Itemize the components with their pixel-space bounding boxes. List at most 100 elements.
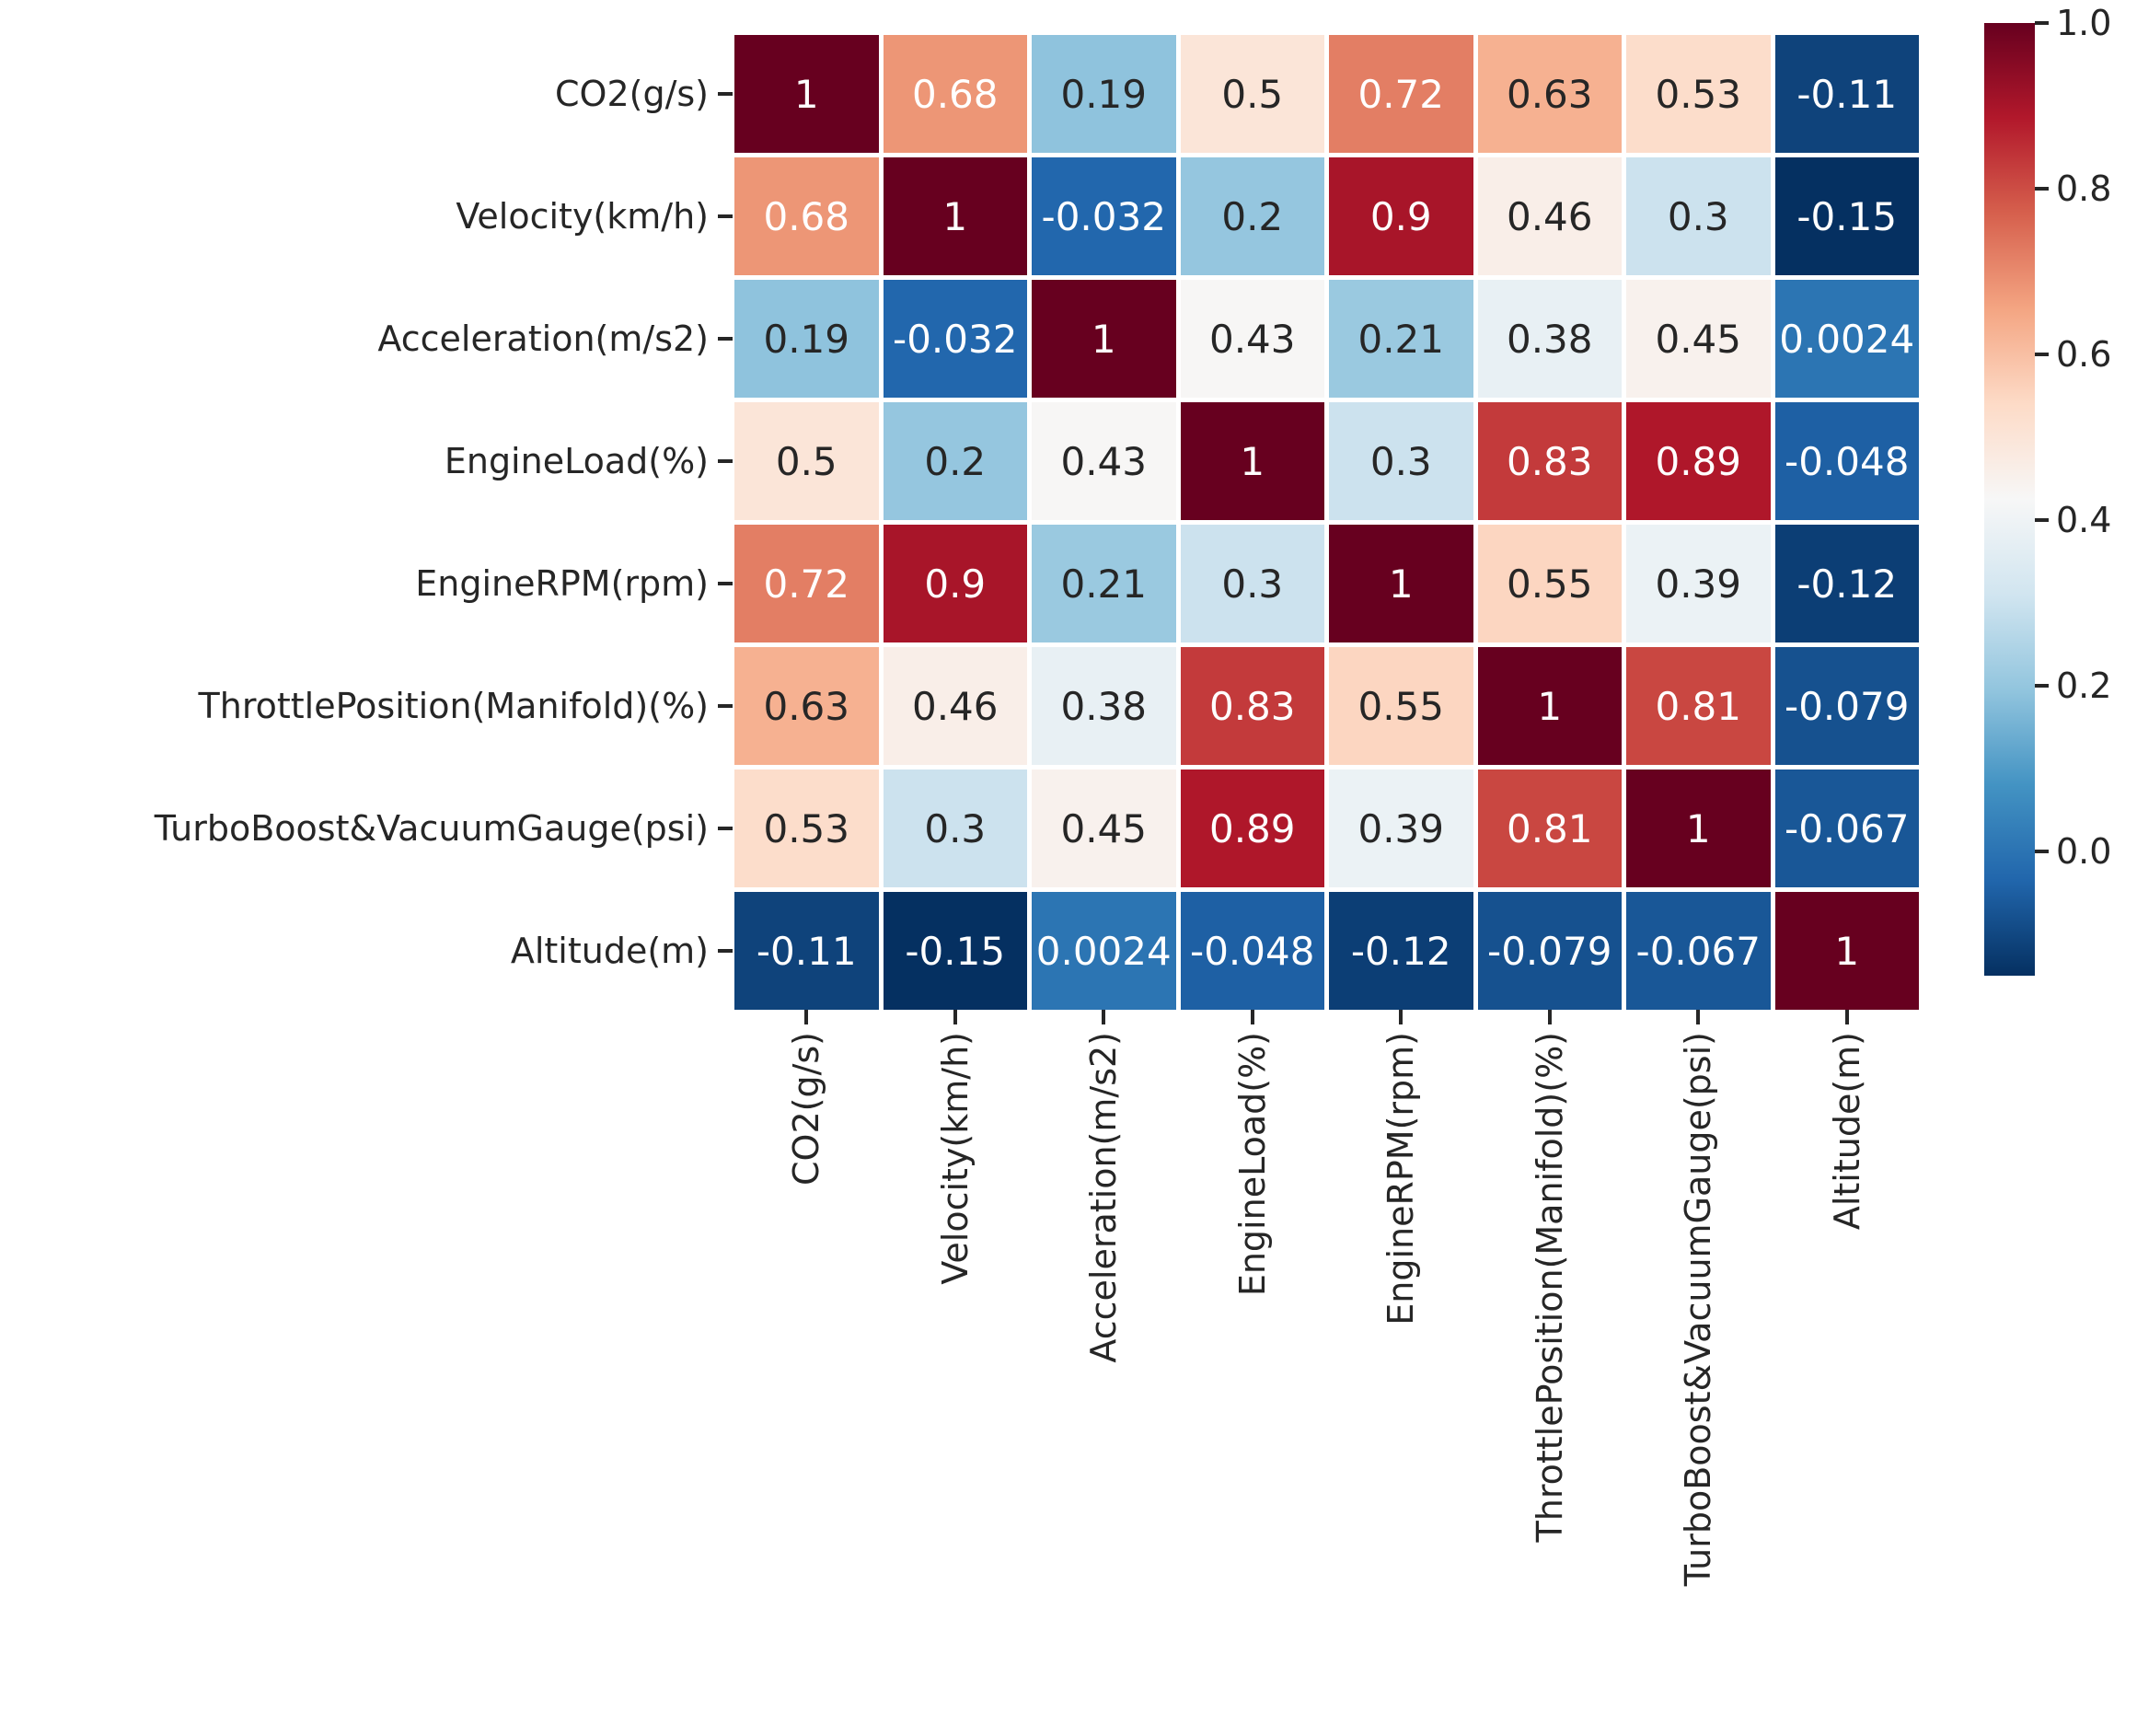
heatmap-cell: 0.53 xyxy=(1626,35,1771,153)
cell-value: 0.19 xyxy=(1060,71,1147,117)
heatmap-cell: 0.2 xyxy=(1180,157,1324,275)
cell-value: 1 xyxy=(1537,683,1563,729)
heatmap-cell: 0.3 xyxy=(883,770,1027,887)
heatmap-cell: 0.83 xyxy=(1477,402,1622,520)
colorbar-tick-mark xyxy=(2035,518,2049,522)
cell-value: 1 xyxy=(1685,805,1711,851)
heatmap-cell: 0.38 xyxy=(1477,280,1622,398)
heatmap-cell: 0.3 xyxy=(1180,525,1324,642)
heatmap-cell: 0.21 xyxy=(1329,280,1473,398)
x-tick-mark xyxy=(1102,1010,1106,1024)
cell-value: 0.72 xyxy=(763,561,849,607)
y-tick-mark xyxy=(718,214,733,218)
cell-value: 0.45 xyxy=(1655,316,1741,362)
y-tick-label: Acceleration(m/s2) xyxy=(377,318,709,359)
cell-value: 0.21 xyxy=(1060,561,1147,607)
cell-value: 0.55 xyxy=(1357,683,1444,729)
heatmap-cell: -0.048 xyxy=(1180,892,1324,1010)
x-tick-mark xyxy=(1696,1010,1701,1024)
heatmap-cell: 0.55 xyxy=(1329,647,1473,765)
x-tick-mark xyxy=(804,1010,809,1024)
cell-value: 0.68 xyxy=(911,71,999,117)
x-tick-mark xyxy=(1844,1010,1849,1024)
heatmap-cell: 0.3 xyxy=(1626,157,1771,275)
heatmap-cell: 0.5 xyxy=(734,402,879,520)
colorbar-tick-label: 0.2 xyxy=(2056,665,2112,706)
cell-value: 0.5 xyxy=(1221,71,1284,117)
cell-value: -0.067 xyxy=(1785,805,1910,851)
heatmap-cell: -0.048 xyxy=(1774,402,1919,520)
cell-value: 0.53 xyxy=(763,805,849,851)
cell-value: 1 xyxy=(1240,438,1265,484)
colorbar-tick-mark xyxy=(2035,684,2049,688)
cell-value: -0.032 xyxy=(893,316,1018,362)
heatmap-cell: 0.89 xyxy=(1180,770,1324,887)
colorbar-tick-label: 1.0 xyxy=(2056,3,2112,43)
heatmap-cell: 0.72 xyxy=(1329,35,1473,153)
x-tick-mark xyxy=(1250,1010,1254,1024)
colorbar-tick-mark xyxy=(2035,21,2049,25)
heatmap-cell: 1 xyxy=(734,35,879,153)
cell-value: -0.079 xyxy=(1785,683,1910,729)
y-tick-mark xyxy=(718,92,733,96)
x-tick-label: Acceleration(m/s2) xyxy=(1083,1032,1125,1363)
heatmap-cell: 0.38 xyxy=(1032,647,1176,765)
x-tick-mark xyxy=(953,1010,957,1024)
cell-value: 0.3 xyxy=(1369,438,1432,484)
cell-value: -0.15 xyxy=(905,928,1006,974)
x-tick-label: TurboBoost&VacuumGauge(psi) xyxy=(1678,1032,1719,1587)
heatmap-cell: 0.63 xyxy=(1477,35,1622,153)
heatmap-cell: 0.21 xyxy=(1032,525,1176,642)
colorbar-tick-label: 0.8 xyxy=(2056,168,2112,209)
x-tick-mark xyxy=(1547,1010,1552,1024)
y-tick-label: Velocity(km/h) xyxy=(456,196,709,237)
cell-value: -0.048 xyxy=(1785,438,1910,484)
heatmap-cell: 0.83 xyxy=(1180,647,1324,765)
x-tick-label: Altitude(m) xyxy=(1826,1032,1867,1231)
cell-value: 0.83 xyxy=(1506,438,1593,484)
colorbar-tick-label: 0.4 xyxy=(2056,500,2112,540)
heatmap-cell: 0.45 xyxy=(1626,280,1771,398)
cell-value: 0.53 xyxy=(1655,71,1741,117)
heatmap-cell: -0.12 xyxy=(1774,525,1919,642)
cell-value: 0.5 xyxy=(775,438,837,484)
heatmap-cell: -0.15 xyxy=(883,892,1027,1010)
cell-value: 0.83 xyxy=(1208,683,1296,729)
heatmap-cell: 1 xyxy=(1774,892,1919,1010)
cell-value: 1 xyxy=(1388,561,1414,607)
x-tick-label: EngineRPM(rpm) xyxy=(1380,1032,1422,1325)
cell-value: 0.45 xyxy=(1060,805,1147,851)
cell-value: 0.39 xyxy=(1357,805,1444,851)
cell-value: 0.43 xyxy=(1208,316,1296,362)
heatmap-cell: 0.43 xyxy=(1180,280,1324,398)
x-tick-label: CO2(g/s) xyxy=(786,1032,827,1186)
cell-value: -0.067 xyxy=(1635,928,1761,974)
y-tick-mark xyxy=(718,582,733,585)
colorbar-tick-label: 0.0 xyxy=(2056,831,2112,872)
cell-value: 0.39 xyxy=(1655,561,1741,607)
heatmap-cell: 0.3 xyxy=(1329,402,1473,520)
colorbar-gradient xyxy=(1984,23,2035,976)
heatmap-cell: 0.39 xyxy=(1329,770,1473,887)
cell-value: 0.0024 xyxy=(1779,316,1915,362)
x-tick-mark xyxy=(1399,1010,1403,1024)
cell-value: 0.38 xyxy=(1060,683,1147,729)
heatmap-cell: 0.19 xyxy=(734,280,879,398)
cell-value: 0.81 xyxy=(1655,683,1741,729)
cell-value: 0.9 xyxy=(1369,193,1432,239)
cell-value: 0.68 xyxy=(763,193,849,239)
heatmap-cell: -0.11 xyxy=(734,892,879,1010)
y-tick-label: EngineRPM(rpm) xyxy=(415,563,709,604)
heatmap-cell: -0.15 xyxy=(1774,157,1919,275)
colorbar-tick-mark xyxy=(2035,850,2049,853)
y-tick-mark xyxy=(718,949,733,953)
y-tick-label: EngineLoad(%) xyxy=(444,441,709,481)
y-tick-label: Altitude(m) xyxy=(510,931,709,971)
cell-value: -0.15 xyxy=(1796,193,1898,239)
cell-value: 0.46 xyxy=(1506,193,1593,239)
heatmap-cell: 0.0024 xyxy=(1032,892,1176,1010)
heatmap-cell: -0.067 xyxy=(1626,892,1771,1010)
heatmap-cell: -0.12 xyxy=(1329,892,1473,1010)
x-tick-label: Velocity(km/h) xyxy=(934,1032,976,1285)
